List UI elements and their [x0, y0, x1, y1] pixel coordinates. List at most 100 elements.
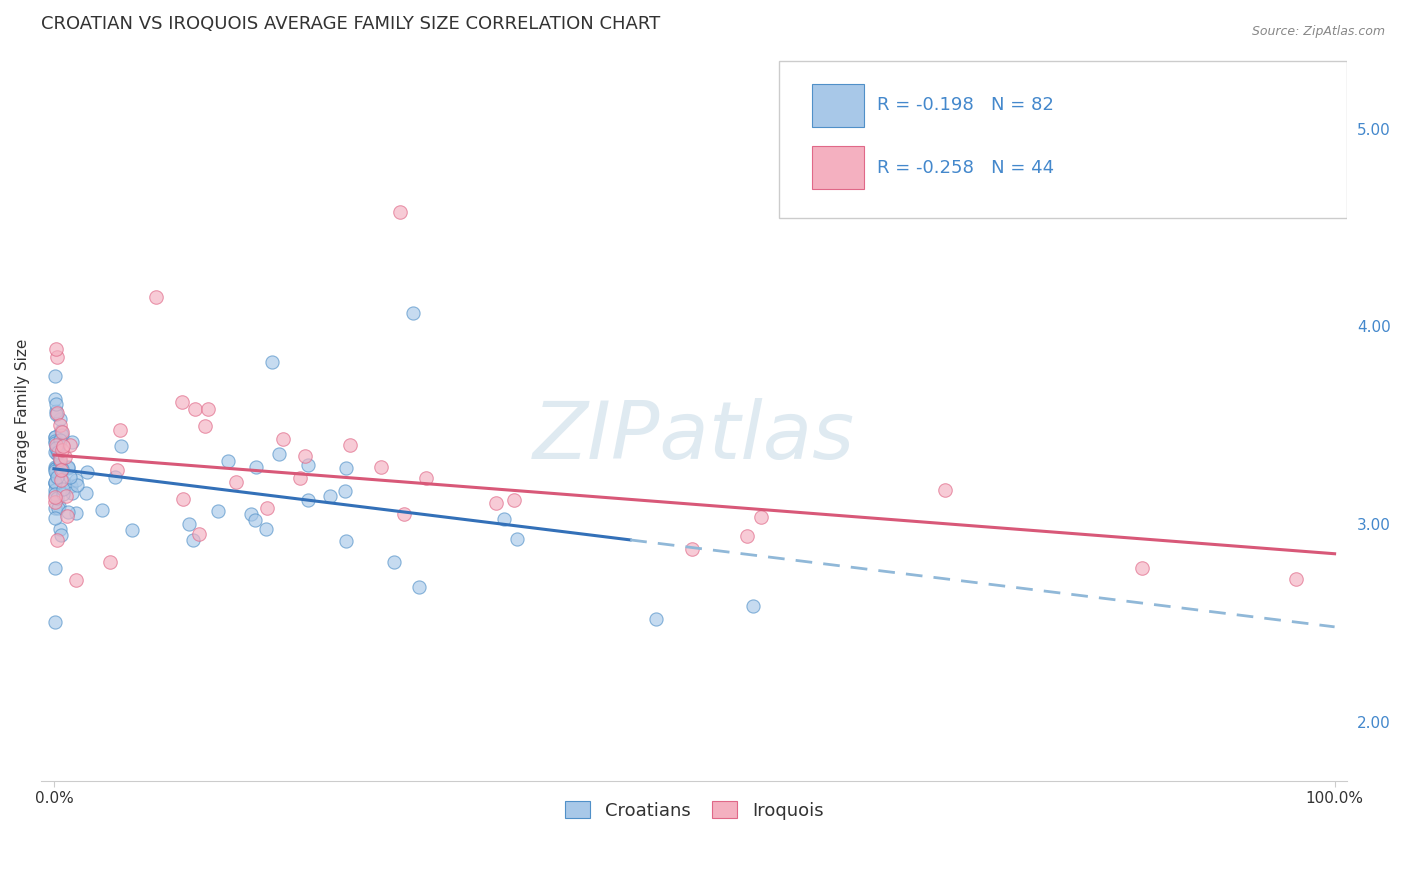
Point	[335, 534, 357, 549]
Point	[58, 504, 80, 518]
Point	[44, 464, 66, 478]
Point	[51, 473, 73, 487]
Point	[388, 205, 411, 219]
Point	[240, 507, 263, 521]
Point	[749, 510, 772, 524]
Point	[53, 450, 76, 464]
Point	[44, 368, 66, 383]
Point	[145, 290, 167, 304]
Point	[49, 417, 72, 432]
Point	[52, 439, 75, 453]
Point	[44, 615, 66, 630]
Point	[45, 342, 67, 356]
Point	[52, 475, 75, 489]
Point	[51, 428, 73, 442]
Point	[46, 447, 69, 461]
Point	[66, 478, 89, 492]
Point	[934, 483, 956, 497]
Point	[44, 430, 66, 444]
Point	[49, 433, 72, 447]
Point	[45, 438, 67, 452]
Point	[256, 501, 278, 516]
Point	[260, 355, 283, 369]
Point	[370, 460, 392, 475]
Point	[183, 533, 205, 548]
Point	[46, 445, 69, 459]
Point	[44, 475, 66, 490]
Point	[46, 444, 69, 458]
Point	[245, 460, 267, 475]
Point	[44, 483, 66, 498]
Point	[335, 461, 357, 475]
Point	[46, 406, 69, 420]
Point	[1132, 560, 1154, 574]
Point	[741, 599, 763, 613]
Point	[44, 462, 66, 476]
Point	[44, 476, 66, 491]
Y-axis label: Average Family Size: Average Family Size	[15, 339, 30, 492]
Legend: Croatians, Iroquois: Croatians, Iroquois	[558, 794, 831, 827]
Point	[170, 394, 193, 409]
Point	[65, 506, 87, 520]
Point	[65, 473, 87, 487]
Point	[737, 528, 759, 542]
Point	[297, 492, 319, 507]
Point	[76, 465, 98, 479]
Point	[254, 522, 277, 536]
Point	[45, 470, 67, 484]
Bar	[811, 84, 865, 127]
Point	[44, 434, 66, 449]
Point	[46, 491, 69, 505]
Point	[58, 459, 80, 474]
Point	[45, 441, 67, 455]
Point	[49, 425, 72, 439]
Point	[48, 458, 70, 473]
Point	[267, 447, 290, 461]
Point	[44, 436, 66, 450]
Point	[45, 407, 67, 421]
Point	[58, 461, 80, 475]
Point	[56, 508, 79, 523]
Point	[100, 555, 122, 569]
Point	[55, 489, 77, 503]
Point	[485, 496, 508, 510]
Point	[65, 573, 87, 587]
Point	[44, 445, 66, 459]
Point	[382, 555, 405, 569]
Point	[1285, 573, 1308, 587]
Point	[48, 452, 70, 467]
Point	[59, 469, 82, 483]
Point	[49, 412, 72, 426]
Point	[44, 490, 66, 504]
Text: R = -0.198   N = 82: R = -0.198 N = 82	[877, 96, 1054, 114]
Point	[51, 462, 73, 476]
Text: CROATIAN VS IROQUOIS AVERAGE FAMILY SIZE CORRELATION CHART: CROATIAN VS IROQUOIS AVERAGE FAMILY SIZE…	[41, 15, 661, 33]
Point	[44, 460, 66, 475]
Point	[207, 504, 229, 518]
Point	[243, 512, 266, 526]
Point	[188, 526, 211, 541]
Point	[49, 454, 72, 468]
Point	[184, 402, 207, 417]
Point	[339, 438, 361, 452]
Point	[60, 479, 83, 493]
Point	[44, 501, 66, 516]
Point	[59, 438, 82, 452]
Point	[319, 489, 342, 503]
Point	[60, 435, 83, 450]
Point	[44, 495, 66, 509]
FancyBboxPatch shape	[779, 61, 1347, 218]
Point	[90, 503, 112, 517]
Text: Source: ZipAtlas.com: Source: ZipAtlas.com	[1251, 25, 1385, 38]
Point	[45, 397, 67, 411]
Point	[503, 492, 526, 507]
Point	[177, 516, 200, 531]
Point	[105, 462, 128, 476]
Point	[45, 461, 67, 475]
Point	[46, 501, 69, 516]
Point	[51, 442, 73, 457]
Point	[46, 350, 69, 364]
Point	[48, 438, 70, 452]
Point	[104, 469, 127, 483]
Point	[505, 532, 527, 546]
